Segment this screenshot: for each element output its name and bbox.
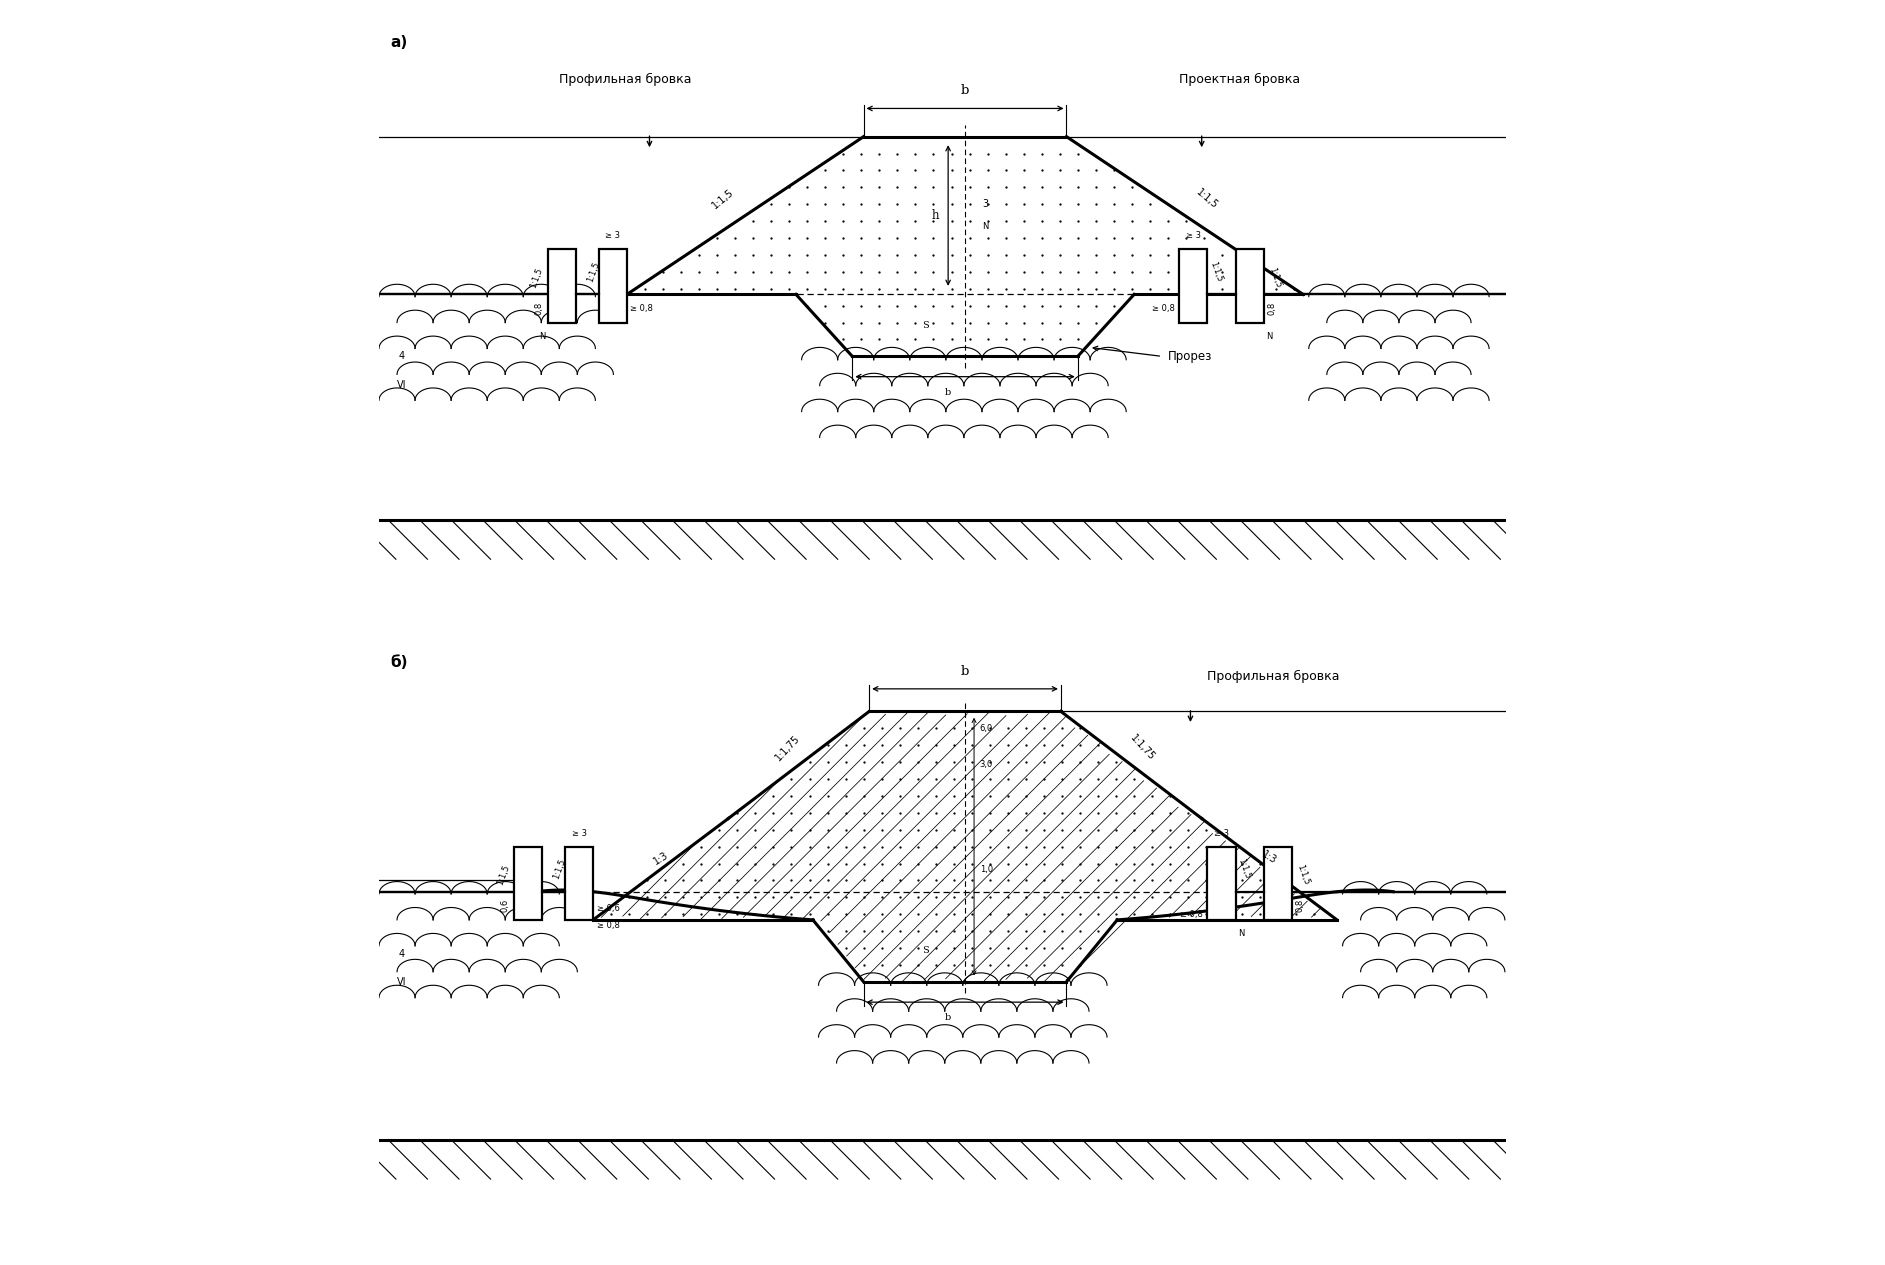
- Text: N: N: [1267, 331, 1272, 340]
- Text: Профильная бровка: Профильная бровка: [1208, 670, 1340, 683]
- Text: б): б): [390, 655, 407, 670]
- Text: 1:3: 1:3: [1259, 850, 1278, 867]
- Text: ≥ 0,8: ≥ 0,8: [596, 921, 620, 930]
- Text: Профильная бровка: Профильная бровка: [560, 73, 692, 86]
- Text: h: h: [931, 209, 939, 223]
- Text: ≥ 3: ≥ 3: [571, 829, 586, 837]
- Text: N: N: [1238, 929, 1244, 937]
- Text: а): а): [390, 35, 407, 51]
- Text: ≥ 3: ≥ 3: [1214, 829, 1229, 837]
- Text: 1:1,5: 1:1,5: [1237, 858, 1252, 880]
- Text: 0,8: 0,8: [1295, 899, 1304, 912]
- Text: S: S: [922, 946, 929, 955]
- Text: 3: 3: [982, 200, 988, 209]
- Text: S: S: [922, 321, 929, 330]
- Bar: [1235, 249, 1263, 323]
- Text: 3,0: 3,0: [980, 760, 993, 769]
- Text: ≥ 0,8: ≥ 0,8: [1180, 910, 1203, 918]
- Text: b: b: [944, 388, 952, 397]
- Bar: [1180, 249, 1208, 323]
- Text: N: N: [539, 331, 545, 340]
- Text: VI: VI: [396, 977, 407, 987]
- Text: 1:1,75: 1:1,75: [1129, 734, 1157, 763]
- Text: ≥ 3: ≥ 3: [1186, 231, 1201, 240]
- Text: 0,6: 0,6: [501, 899, 509, 912]
- Text: 1:1,5: 1:1,5: [586, 261, 601, 283]
- Bar: [1263, 846, 1291, 920]
- Bar: [549, 249, 577, 323]
- Text: 0,8: 0,8: [1267, 302, 1276, 315]
- Text: 1:1,5: 1:1,5: [496, 863, 511, 887]
- Text: ≥ 0,8: ≥ 0,8: [630, 304, 654, 312]
- Text: ≥ 0,8: ≥ 0,8: [1152, 304, 1174, 312]
- Text: Прорез: Прорез: [1169, 350, 1212, 363]
- Text: ≥ 3: ≥ 3: [605, 231, 620, 240]
- Text: 1:1,5: 1:1,5: [552, 858, 567, 880]
- Text: 1:1,5: 1:1,5: [530, 266, 545, 288]
- Text: ≥ 0,6: ≥ 0,6: [596, 904, 620, 913]
- Text: Проектная бровка: Проектная бровка: [1180, 73, 1301, 86]
- Text: 1:1,5: 1:1,5: [1295, 863, 1310, 887]
- Text: 4: 4: [398, 949, 405, 959]
- Bar: [599, 249, 628, 323]
- Text: 1:1,5: 1:1,5: [1208, 261, 1223, 283]
- Text: b: b: [961, 664, 969, 678]
- Text: N: N: [982, 223, 988, 231]
- Text: VI: VI: [396, 380, 407, 390]
- Text: 1,0: 1,0: [980, 865, 993, 874]
- Text: 1:1,75: 1:1,75: [773, 734, 801, 763]
- Text: b: b: [944, 1013, 952, 1022]
- Bar: [1208, 846, 1235, 920]
- Text: 1:1,5: 1:1,5: [711, 187, 735, 210]
- Bar: [515, 846, 543, 920]
- Text: 6,0: 6,0: [980, 724, 993, 732]
- Text: 4: 4: [398, 352, 405, 362]
- Text: b: b: [961, 85, 969, 97]
- Bar: [566, 846, 594, 920]
- Text: 1:1,5: 1:1,5: [1195, 187, 1220, 210]
- Text: 0,8: 0,8: [535, 302, 543, 315]
- Text: 1:1,5: 1:1,5: [1267, 266, 1284, 288]
- Text: 1:3: 1:3: [652, 850, 669, 867]
